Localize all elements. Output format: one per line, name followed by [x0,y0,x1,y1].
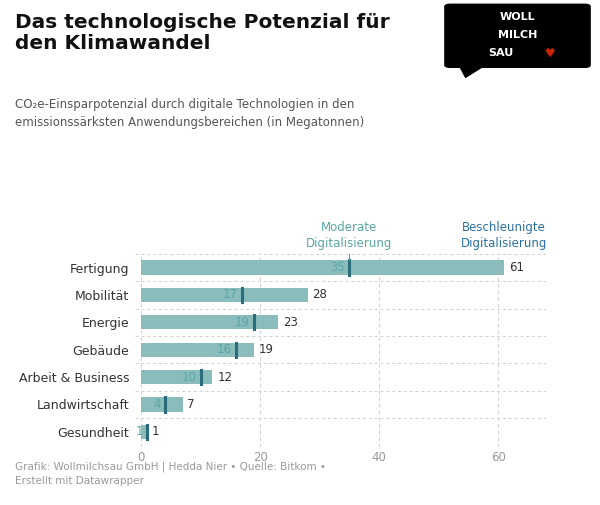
FancyBboxPatch shape [444,4,591,68]
Bar [141,288,308,302]
Bar [141,342,254,357]
Bar [141,261,505,275]
Text: SAU: SAU [488,47,513,58]
Text: Grafik: Wollmilchsau GmbH | Hedda Nier • Quelle: Bitkom •
Erstellt mit Datawrapp: Grafik: Wollmilchsau GmbH | Hedda Nier •… [15,461,326,486]
Bar [141,425,147,439]
Text: Moderate
Digitalisierung: Moderate Digitalisierung [306,221,392,250]
Text: 10: 10 [181,371,196,384]
Text: Das technologische Potenzial für
den Klimawandel: Das technologische Potenzial für den Kli… [15,13,389,53]
Text: 19: 19 [235,316,250,329]
Text: 61: 61 [509,261,524,274]
Text: CO₂e-Einsparpotenzial durch digitale Technologien in den
emissionssärksten Anwen: CO₂e-Einsparpotenzial durch digitale Tec… [15,98,364,129]
Text: 35: 35 [331,261,345,274]
Text: 1: 1 [135,425,143,438]
Text: WOLL: WOLL [500,13,535,23]
Text: MILCH: MILCH [498,30,537,40]
Bar [141,370,212,384]
Text: 4: 4 [153,398,161,411]
Bar [141,397,182,412]
Text: 28: 28 [313,288,328,301]
Text: 23: 23 [283,316,298,329]
Text: 1: 1 [152,425,159,438]
Text: 12: 12 [217,371,232,384]
Bar [141,315,278,329]
Text: 17: 17 [223,288,238,301]
Text: 19: 19 [259,343,274,356]
Text: Beschleunigte
Digitalisierung: Beschleunigte Digitalisierung [461,221,547,250]
Text: ♥: ♥ [545,47,555,60]
Text: 16: 16 [217,343,232,356]
Polygon shape [458,65,487,78]
Text: 7: 7 [187,398,195,411]
